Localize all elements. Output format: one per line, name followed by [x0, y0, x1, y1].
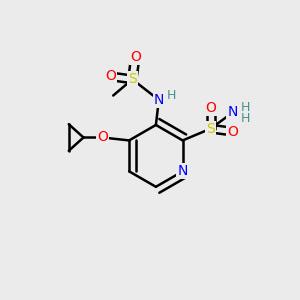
Text: N: N [154, 93, 164, 107]
Text: H: H [240, 101, 250, 114]
Text: O: O [130, 50, 141, 64]
Text: O: O [97, 130, 108, 145]
Text: S: S [206, 122, 215, 136]
Text: O: O [205, 101, 216, 115]
Text: H: H [167, 89, 176, 102]
Text: N: N [178, 164, 188, 178]
Text: O: O [227, 124, 238, 139]
Text: S: S [128, 72, 137, 86]
Text: H: H [240, 112, 250, 125]
Text: N: N [227, 106, 238, 119]
Text: O: O [105, 69, 116, 83]
